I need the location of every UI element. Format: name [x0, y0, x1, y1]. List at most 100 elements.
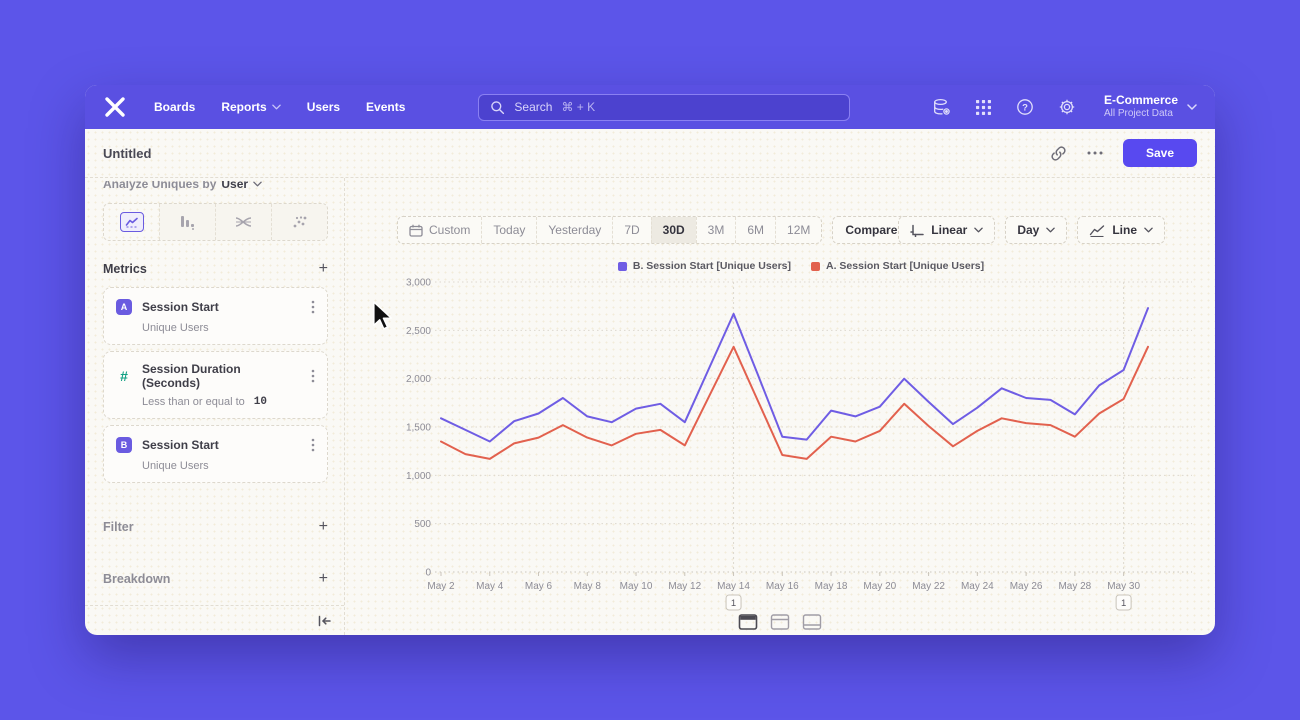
line-chart: 0 500 1,000 1,500 2,000 2,500 3,000 May 2 May 4 M… — [406, 278, 1192, 611]
report-title[interactable]: Untitled — [103, 145, 152, 161]
range-today[interactable]: Today — [481, 217, 536, 243]
nav-menu: Boards Reports Users Events — [141, 100, 418, 114]
legend-item[interactable]: B. Session Start [Unique Users] — [617, 260, 791, 272]
range-yesterday[interactable]: Yesterday — [536, 217, 612, 243]
metric-subtitle: Unique Users — [142, 460, 209, 472]
chart-type-tabs — [103, 203, 328, 241]
y-axis-label: 1,500 — [406, 423, 431, 434]
scale-label: Linear — [931, 223, 968, 237]
range-label: 7D — [624, 223, 640, 237]
range-7d[interactable]: 7D — [612, 217, 650, 243]
metric-menu-icon[interactable] — [309, 298, 317, 316]
chart-type-select[interactable]: Line — [1077, 216, 1165, 244]
annotation-marker[interactable]: 1 — [725, 594, 742, 611]
line-chart-icon — [119, 212, 144, 232]
nav-right-icons: ? E-Commerce All Project Data — [932, 93, 1197, 121]
query-builder-sidebar: Analyze Uniques by User — [85, 178, 345, 635]
search-input[interactable]: Search ⌘ + K — [478, 93, 851, 121]
report-header: Untitled Save — [85, 129, 1215, 178]
add-metric-button[interactable]: + — [318, 260, 328, 277]
tab-flow-chart[interactable] — [215, 204, 271, 240]
x-axis-label: May 22 — [912, 581, 945, 592]
x-axis-label: May 30 — [1107, 581, 1140, 592]
range-label: 12M — [787, 223, 811, 237]
y-axis-label: 500 — [414, 519, 431, 530]
metric-card-a[interactable]: A Session Start Unique Users — [103, 287, 328, 345]
apps-grid-icon[interactable] — [975, 99, 992, 116]
series-line — [440, 345, 1149, 460]
range-label: Today — [493, 223, 526, 237]
chart-type-label: Line — [1112, 223, 1137, 237]
range-3m[interactable]: 3M — [695, 217, 736, 243]
chevron-down-icon — [1187, 104, 1197, 110]
split-view-icon[interactable] — [738, 614, 758, 630]
help-icon[interactable]: ? — [1016, 98, 1034, 116]
tab-scatter-chart[interactable] — [271, 204, 327, 240]
nav-item-boards[interactable]: Boards — [154, 100, 195, 114]
metric-menu-icon[interactable] — [309, 436, 317, 454]
metric-card-formula[interactable]: # Session Duration (Seconds) Less than or … — [103, 351, 328, 419]
chevron-down-icon — [974, 227, 984, 233]
data-management-icon[interactable] — [932, 98, 951, 116]
date-range-group: Custom Today Yesterday 7D 30D 3M 6M 12M — [397, 216, 823, 244]
chart-panel: Custom Today Yesterday 7D 30D 3M 6M 12M Compare — [345, 178, 1215, 635]
project-selector[interactable]: E-Commerce All Project Data — [1104, 93, 1197, 121]
x-axis-label: May 4 — [476, 581, 504, 592]
metric-subtitle: Unique Users — [142, 322, 209, 334]
range-12m[interactable]: 12M — [775, 217, 821, 243]
metric-menu-icon[interactable] — [309, 367, 317, 385]
settings-gear-icon[interactable] — [1058, 98, 1076, 116]
metric-list: A Session Start Unique Users # Session Durat… — [103, 287, 328, 483]
y-axis-label: 0 — [425, 568, 431, 579]
bar-chart-icon — [180, 215, 196, 230]
metric-card-b[interactable]: B Session Start Unique Users — [103, 425, 328, 483]
x-axis-label: May 18 — [815, 581, 848, 592]
mixpanel-logo-icon[interactable] — [103, 96, 127, 118]
legend-item[interactable]: A. Session Start [Unique Users] — [811, 260, 984, 272]
bottom-panel-view-icon[interactable] — [802, 614, 822, 630]
metric-badge: B — [116, 437, 132, 453]
search-icon — [490, 100, 505, 115]
tab-bar-chart[interactable] — [159, 204, 215, 240]
chart-legend: B. Session Start [Unique Users] A. Sessio… — [397, 260, 1205, 272]
more-options-icon[interactable] — [1087, 151, 1103, 155]
collapse-sidebar-icon[interactable] — [317, 615, 332, 627]
range-custom[interactable]: Custom — [398, 217, 481, 243]
layout-toggles — [738, 614, 822, 630]
y-axis-label: 2,500 — [406, 326, 431, 337]
range-6m[interactable]: 6M — [735, 217, 775, 243]
metric-badge: A — [116, 299, 132, 315]
svg-text:1: 1 — [1121, 598, 1126, 609]
x-axis-label: May 6 — [525, 581, 553, 592]
analyze-by-select[interactable]: User — [221, 181, 249, 191]
metric-title: Session Start — [142, 438, 219, 452]
metric-value[interactable]: 10 — [253, 396, 267, 408]
nav-item-reports[interactable]: Reports — [221, 100, 281, 114]
interval-select[interactable]: Day — [1005, 216, 1068, 244]
range-30d[interactable]: 30D — [650, 217, 696, 243]
link-icon[interactable] — [1050, 145, 1067, 162]
series-line — [440, 307, 1149, 443]
x-axis-label: May 20 — [863, 581, 896, 592]
nav-item-events[interactable]: Events — [366, 100, 405, 114]
save-button[interactable]: Save — [1122, 139, 1197, 167]
nav-item-label: Users — [306, 100, 341, 114]
top-panel-view-icon[interactable] — [770, 614, 790, 630]
top-nav: Boards Reports Users Events Search ⌘ + K — [85, 85, 1215, 129]
metric-title: Session Duration (Seconds) — [142, 362, 241, 390]
range-label: 6M — [747, 223, 765, 237]
add-filter-button[interactable]: + — [318, 518, 328, 535]
metrics-section-title: Metrics — [103, 262, 147, 276]
analyze-by-label: Analyze Uniques by — [103, 181, 217, 191]
add-breakdown-button[interactable]: + — [318, 570, 328, 587]
tab-line-chart[interactable] — [104, 204, 159, 240]
metric-badge: # — [120, 368, 128, 384]
x-axis-label: May 2 — [427, 581, 455, 592]
nav-item-users[interactable]: Users — [307, 100, 340, 114]
chevron-down-icon — [271, 104, 281, 110]
legend-swatch — [617, 261, 627, 271]
scale-select[interactable]: Linear — [898, 216, 996, 244]
annotation-marker[interactable]: 1 — [1115, 594, 1132, 611]
chart-display-toolbar: Linear Day — [898, 216, 1165, 244]
